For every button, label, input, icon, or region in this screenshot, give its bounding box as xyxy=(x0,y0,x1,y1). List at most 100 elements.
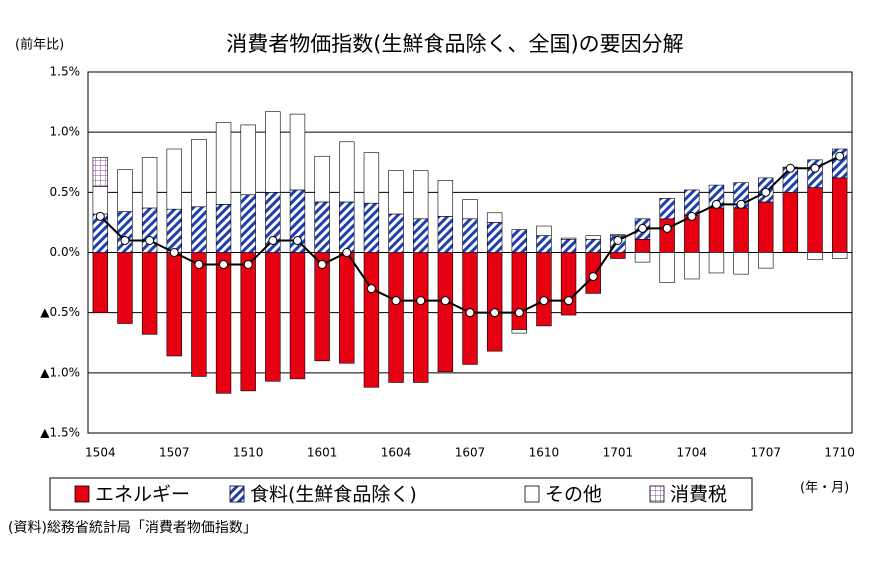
bar-segment xyxy=(684,252,700,280)
y-tick-label: ▲1.0% xyxy=(40,365,80,379)
bar-segment xyxy=(413,252,429,383)
x-tick-label: 1707 xyxy=(750,446,781,460)
bar-segment xyxy=(141,207,158,253)
bar-segment xyxy=(166,148,182,210)
x-tick-label: 1507 xyxy=(159,446,190,460)
bar-segment xyxy=(807,252,823,261)
bar-segment xyxy=(141,157,158,209)
bar-segment xyxy=(610,234,626,236)
bar-segment xyxy=(92,186,109,215)
total-marker xyxy=(416,296,426,306)
bar-segment xyxy=(339,252,355,364)
legend-label: 消費税 xyxy=(670,484,727,506)
total-marker xyxy=(194,260,204,270)
total-marker xyxy=(514,308,524,318)
x-tick-label: 1610 xyxy=(529,446,560,460)
bar-segment xyxy=(363,152,380,204)
total-marker xyxy=(366,284,376,294)
bar-segment xyxy=(585,235,601,240)
legend-swatch xyxy=(649,485,665,503)
bar-segment xyxy=(215,204,232,253)
x-tick-label: 1601 xyxy=(307,446,338,460)
legend-swatch xyxy=(524,485,540,503)
bar-segment xyxy=(758,252,774,269)
bar-segment xyxy=(265,111,281,193)
chart-title: 消費者物価指数(生鮮食品除く、全国)の要因分解 xyxy=(226,32,683,56)
bar-segment xyxy=(240,194,256,253)
bar-segment xyxy=(166,208,182,253)
bar-segment xyxy=(215,252,232,394)
x-tick-label: 1504 xyxy=(85,446,116,460)
bar-segment xyxy=(92,252,109,313)
total-marker xyxy=(711,199,721,209)
total-marker xyxy=(465,308,475,318)
bar-segment xyxy=(240,252,256,392)
bar-segment xyxy=(758,201,774,253)
total-marker xyxy=(662,223,672,233)
legend-label: 食料(生鮮食品除く) xyxy=(250,484,417,506)
bar-segment xyxy=(585,238,601,253)
total-marker xyxy=(835,151,845,161)
y-tick-label: 1.0% xyxy=(50,125,81,139)
bar-segment xyxy=(462,199,478,220)
bar-segment xyxy=(560,252,577,316)
total-marker xyxy=(440,296,450,306)
bar-segment xyxy=(659,198,675,220)
legend-swatch xyxy=(74,485,90,503)
legend-box xyxy=(49,477,753,511)
bar-segment xyxy=(363,202,380,253)
bar-segment xyxy=(117,211,133,253)
total-marker xyxy=(219,260,229,270)
total-marker xyxy=(120,235,130,245)
bar-segment xyxy=(634,238,651,253)
bar-segment xyxy=(339,141,355,203)
bar-segment xyxy=(117,169,133,212)
total-marker xyxy=(268,235,278,245)
bar-segment xyxy=(388,213,404,253)
bar-segment xyxy=(511,229,527,253)
bar-segment xyxy=(413,218,429,253)
bar-segment xyxy=(265,252,281,382)
legend-swatch xyxy=(229,485,245,503)
bar-segment xyxy=(486,252,503,352)
bar-segment xyxy=(782,192,799,253)
y-tick-label: ▲0.5% xyxy=(40,305,80,319)
bar-segment xyxy=(560,238,577,253)
bar-segment xyxy=(289,252,306,380)
x-tick-label: 1510 xyxy=(233,446,264,460)
bar-segment xyxy=(486,222,503,253)
bar-segment xyxy=(511,329,527,334)
y-axis-label: (前年比) xyxy=(15,37,64,53)
bar-segment xyxy=(462,218,478,253)
total-marker xyxy=(810,163,820,173)
y-tick-label: 1.5% xyxy=(50,65,81,79)
bar-segment xyxy=(166,252,182,357)
bar-segment xyxy=(92,157,109,187)
bar-segment xyxy=(536,225,552,236)
total-marker xyxy=(736,199,746,209)
y-tick-label: 0.5% xyxy=(50,185,81,199)
total-marker xyxy=(638,223,648,233)
total-marker xyxy=(95,211,105,221)
bar-segment xyxy=(240,124,256,196)
bar-segment xyxy=(314,201,330,253)
total-marker xyxy=(317,260,327,270)
bar-segment xyxy=(560,237,577,240)
bar-segment xyxy=(437,216,454,253)
bar-segment xyxy=(659,252,675,283)
bar-segment xyxy=(684,189,700,216)
bar-segment xyxy=(708,252,725,274)
bar-segment xyxy=(708,207,725,253)
bar-segment xyxy=(437,252,454,372)
total-marker xyxy=(391,296,401,306)
source: (資料)総務省統計局「消費者物価指数」 xyxy=(8,520,257,536)
x-axis-label: (年・月) xyxy=(800,481,849,496)
bar-segment xyxy=(831,252,848,259)
x-tick-label: 1701 xyxy=(603,446,634,460)
total-marker xyxy=(145,235,155,245)
bar-segment xyxy=(486,212,503,223)
bar-segment xyxy=(191,252,207,377)
total-marker xyxy=(613,235,623,245)
bar-segment xyxy=(610,252,626,259)
total-marker xyxy=(490,308,500,318)
